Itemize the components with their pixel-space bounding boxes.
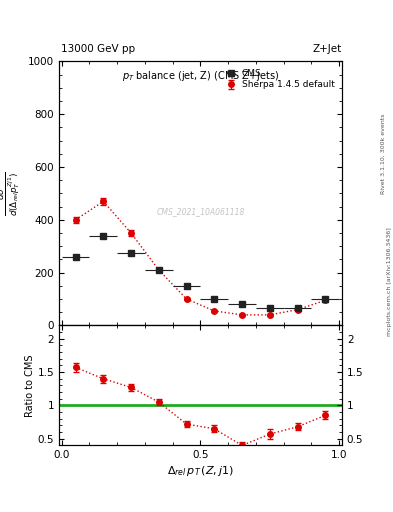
Text: 13000 GeV pp: 13000 GeV pp	[61, 44, 135, 54]
Y-axis label: Ratio to CMS: Ratio to CMS	[25, 354, 35, 417]
X-axis label: $\Delta_{rel}\,p_T\,(Z,j1)$: $\Delta_{rel}\,p_T\,(Z,j1)$	[167, 464, 234, 479]
Text: Rivet 3.1.10, 300k events: Rivet 3.1.10, 300k events	[381, 113, 386, 194]
Text: mcplots.cern.ch [arXiv:1306.3436]: mcplots.cern.ch [arXiv:1306.3436]	[387, 227, 391, 336]
Y-axis label: $\frac{d\sigma}{d(\Delta_{rel}p_T^{Zj1})}$: $\frac{d\sigma}{d(\Delta_{rel}p_T^{Zj1})…	[0, 171, 22, 216]
Text: $p_T$ balance (jet, Z) (CMS Z+jets): $p_T$ balance (jet, Z) (CMS Z+jets)	[122, 69, 279, 83]
Text: CMS_2021_10A061118: CMS_2021_10A061118	[156, 207, 244, 217]
Text: Z+Jet: Z+Jet	[313, 44, 342, 54]
Legend: CMS, Sherpa 1.4.5 default: CMS, Sherpa 1.4.5 default	[221, 66, 338, 92]
